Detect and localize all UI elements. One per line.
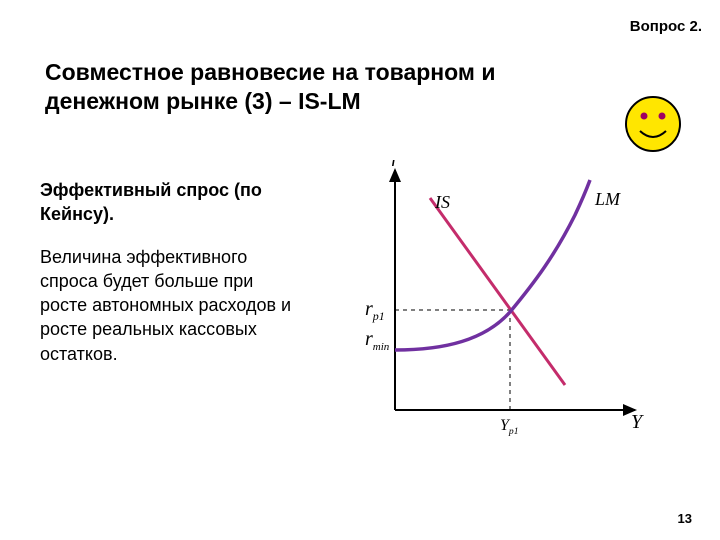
svg-text:Y: Y [631,411,644,433]
svg-text:rp1: rp1 [365,298,385,323]
svg-text:IS: IS [434,192,450,212]
question-label: Вопрос 2. [630,18,702,35]
paragraph: Величина эффективного спроса будет больш… [40,245,295,366]
islm-chart: r Y IS LM rp1 rmin Yp1 [335,160,645,450]
page-number: 13 [678,511,692,526]
smiley-icon [624,95,682,153]
svg-text:rmin: rmin [365,328,390,353]
slide-title: Совместное равновесие на товарном и дене… [45,58,605,116]
svg-text:r: r [391,160,399,171]
lead-text: Эффективный спрос (по Кейнсу). [40,178,295,227]
body-text: Эффективный спрос (по Кейнсу). Величина … [40,178,295,366]
svg-text:Yp1: Yp1 [500,417,519,437]
svg-text:LM: LM [594,189,621,209]
